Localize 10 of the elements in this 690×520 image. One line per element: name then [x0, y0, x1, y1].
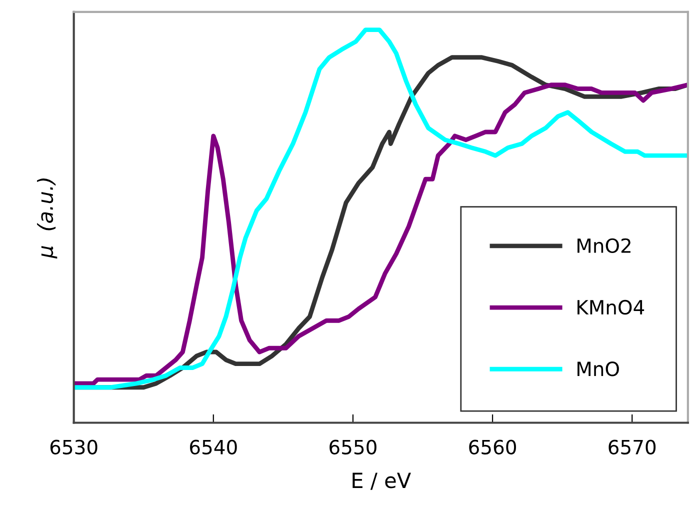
x-tick-label: 6540 [190, 440, 237, 454]
legend-label: MnO [578, 362, 619, 376]
x-tick-label: 6550 [330, 440, 376, 454]
y-axis-title: μ (a.u.) [37, 178, 58, 259]
x-tick-label: 6530 [50, 440, 98, 454]
legend-label: MnO2 [578, 238, 630, 254]
x-axis-title: E / eV [352, 472, 411, 490]
legend-label: KMnO4 [578, 300, 644, 315]
x-tick-label: 6570 [608, 440, 656, 454]
x-tick-label: 6560 [469, 440, 516, 454]
